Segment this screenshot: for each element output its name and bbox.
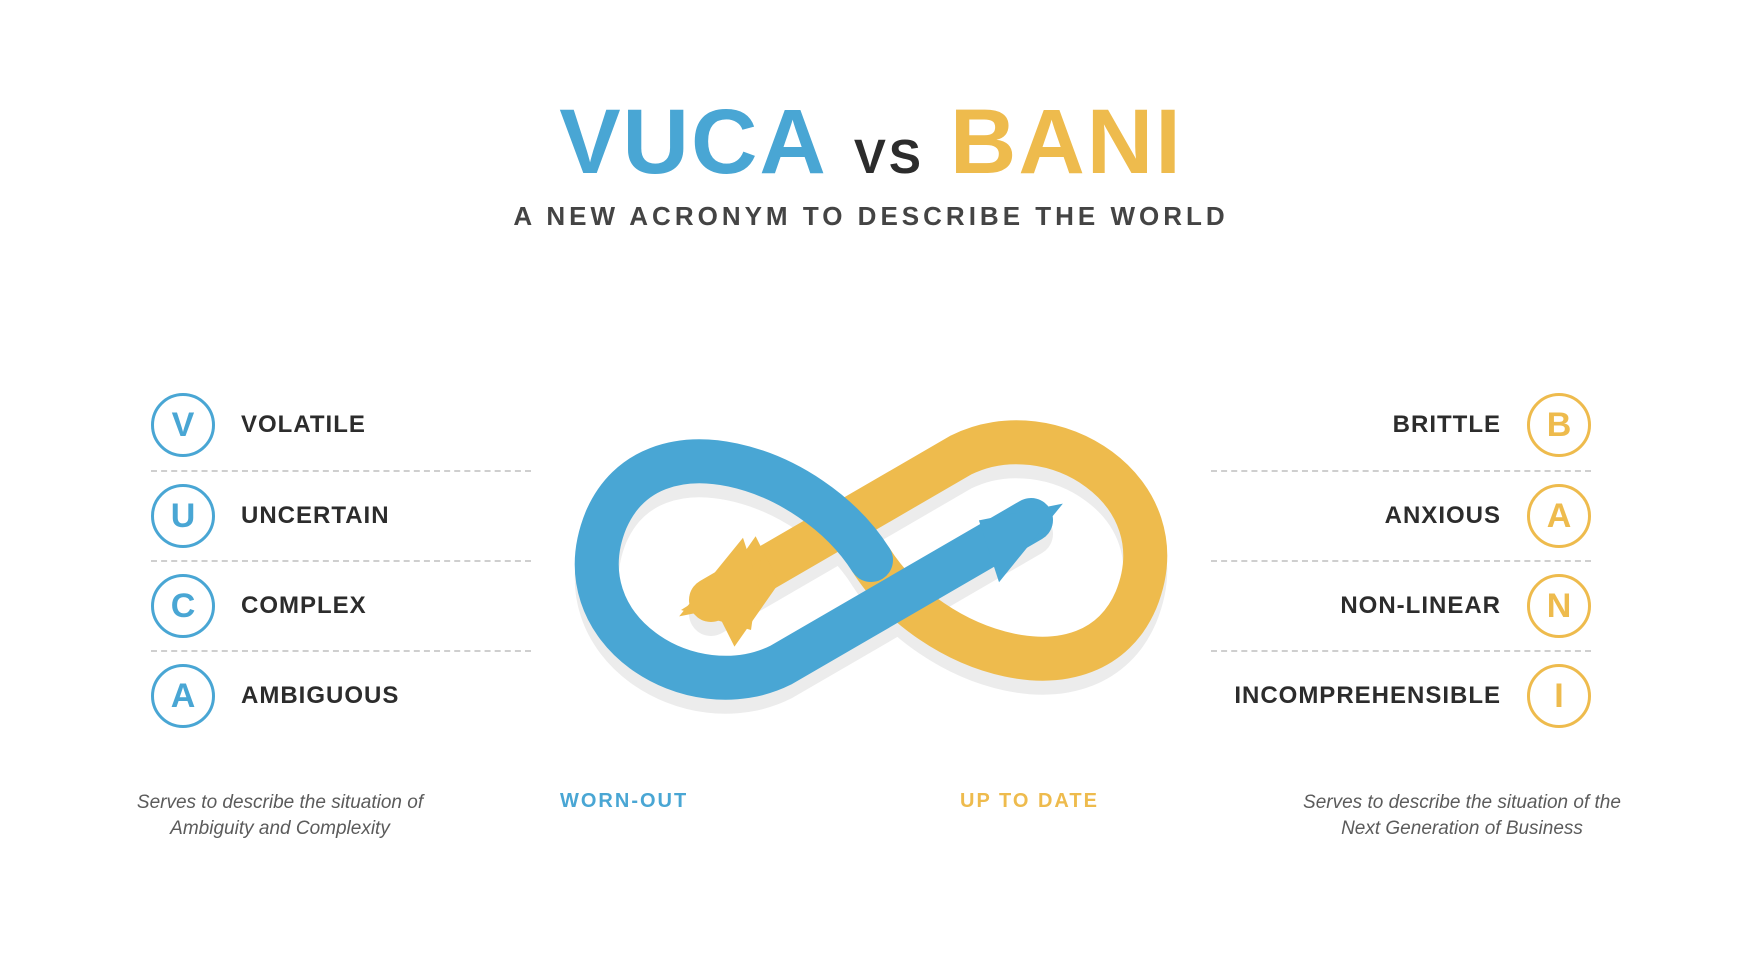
infinity-icon <box>551 370 1191 750</box>
vuca-badge-a: A <box>151 664 215 728</box>
title-vs: VS <box>854 130 924 185</box>
vuca-badge-u: U <box>151 484 215 548</box>
bani-row-i: I INCOMPREHENSIBLE <box>1211 650 1591 740</box>
vuca-term-uncertain: UNCERTAIN <box>241 502 390 530</box>
bani-term-incomprehensible: INCOMPREHENSIBLE <box>1211 682 1501 710</box>
bani-column: B BRITTLE A ANXIOUS N NON-LINEAR I INCOM… <box>1211 380 1591 740</box>
content: V VOLATILE U UNCERTAIN C COMPLEX A AMBIG… <box>0 340 1742 780</box>
vuca-badge-v: V <box>151 393 215 457</box>
infinity-diagram <box>551 370 1191 750</box>
bani-badge-i: I <box>1527 664 1591 728</box>
bani-row-n: N NON-LINEAR <box>1211 560 1591 650</box>
vuca-term-complex: COMPLEX <box>241 592 367 620</box>
title-row: VUCA VS BANI <box>0 90 1742 195</box>
tag-up-to-date: UP TO DATE <box>960 790 1099 813</box>
vuca-row-u: U UNCERTAIN <box>151 470 531 560</box>
bani-row-b: B BRITTLE <box>1211 380 1591 470</box>
vuca-term-volatile: VOLATILE <box>241 411 366 439</box>
vuca-badge-c: C <box>151 574 215 638</box>
title-bani: BANI <box>950 90 1183 195</box>
bani-row-a: A ANXIOUS <box>1211 470 1591 560</box>
bani-caption: Serves to describe the situation of the … <box>1282 790 1642 841</box>
bani-term-nonlinear: NON-LINEAR <box>1211 592 1501 620</box>
tag-worn-out: WORN-OUT <box>560 790 688 813</box>
vuca-column: V VOLATILE U UNCERTAIN C COMPLEX A AMBIG… <box>151 380 531 740</box>
vuca-row-v: V VOLATILE <box>151 380 531 470</box>
vuca-row-a: A AMBIGUOUS <box>151 650 531 740</box>
bani-badge-b: B <box>1527 393 1591 457</box>
title-vuca: VUCA <box>559 90 828 195</box>
bani-term-brittle: BRITTLE <box>1211 411 1501 439</box>
header: VUCA VS BANI A NEW ACRONYM TO DESCRIBE T… <box>0 0 1742 232</box>
bani-badge-n: N <box>1527 574 1591 638</box>
vuca-term-ambiguous: AMBIGUOUS <box>241 682 399 710</box>
bani-badge-a: A <box>1527 484 1591 548</box>
vuca-row-c: C COMPLEX <box>151 560 531 650</box>
bani-term-anxious: ANXIOUS <box>1211 502 1501 530</box>
page: VUCA VS BANI A NEW ACRONYM TO DESCRIBE T… <box>0 0 1742 980</box>
subtitle: A NEW ACRONYM TO DESCRIBE THE WORLD <box>0 201 1742 232</box>
vuca-caption: Serves to describe the situation of Ambi… <box>100 790 460 841</box>
